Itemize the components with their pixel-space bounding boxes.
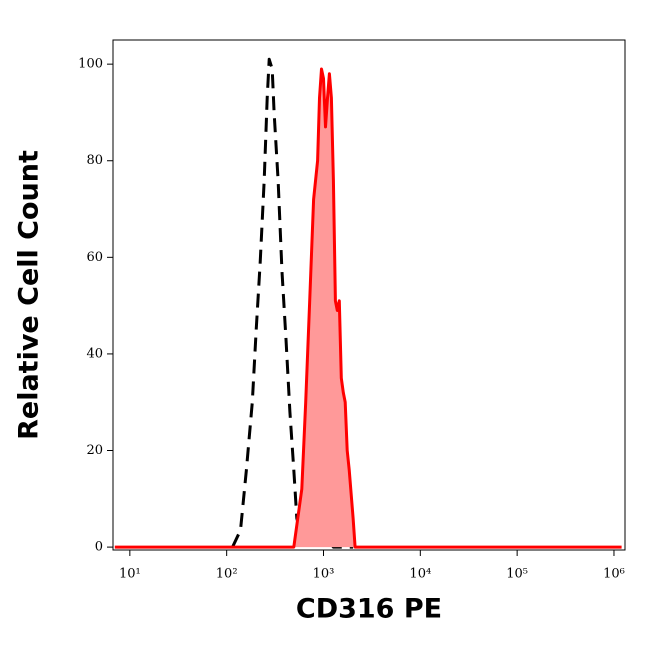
x-tick-label: 10² — [216, 567, 238, 582]
y-tick-label: 100 — [78, 57, 103, 72]
x-axis-title: CD316 PE — [296, 594, 442, 625]
area — [114, 69, 622, 548]
y-tick-label: 0 — [95, 540, 103, 555]
x-tick-label: 10⁶ — [603, 567, 625, 582]
y-tick-label: 60 — [86, 250, 103, 265]
y-tick-label: 80 — [86, 153, 103, 168]
histogram-line — [114, 67, 622, 549]
plot-frame — [112, 39, 626, 551]
y-tick-label: 40 — [86, 346, 103, 361]
x-tick-label: 10⁴ — [409, 567, 431, 582]
x-tick-label: 10⁵ — [506, 567, 528, 582]
x-tick-label: 10¹ — [119, 567, 141, 582]
y-tick-label: 20 — [86, 443, 103, 458]
x-tick-label: 10³ — [313, 567, 335, 582]
y-axis-title: Relative Cell Count — [14, 150, 45, 440]
